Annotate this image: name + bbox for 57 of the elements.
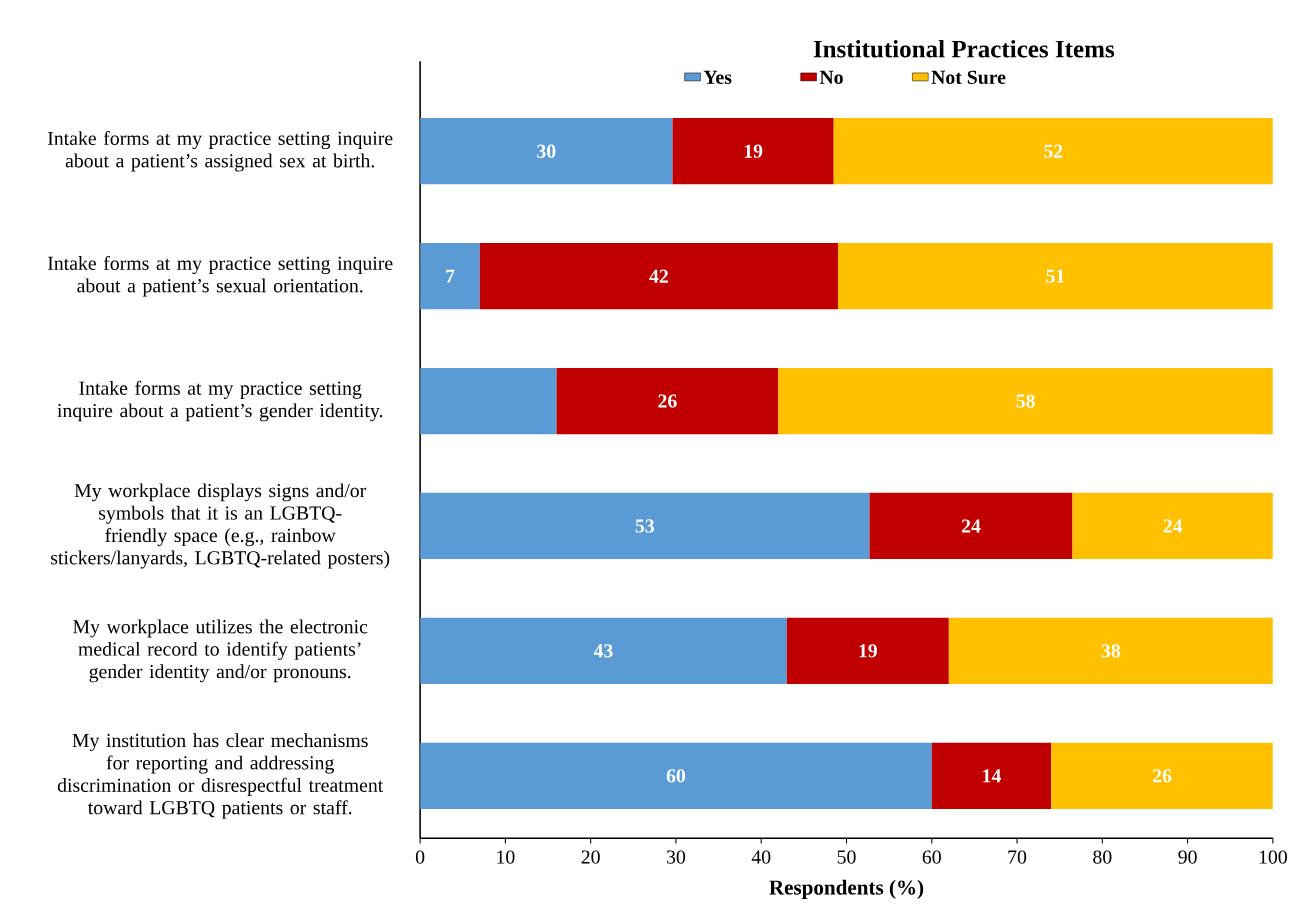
y-tick-label: My institution has clear mechanisms for reporting and addressing discrimination or disrespectful treatment toward LGBTQ patients or staff. <box>57 733 384 819</box>
x-tick-label: 10 <box>497 850 515 864</box>
bar <box>869 492 1073 559</box>
data-label: 58 <box>1016 394 1035 408</box>
bar <box>778 367 1273 434</box>
bar <box>556 367 779 434</box>
y-tick-label: My workplace utilizes the electronic medical record to identify patients’ gender identity and/or pronouns. <box>73 619 368 683</box>
x-tick-label: 30 <box>667 850 686 864</box>
data-label: 26 <box>658 394 677 408</box>
bar <box>786 617 949 684</box>
data-label: 30 <box>537 144 556 158</box>
data-label: 51 <box>1046 269 1065 283</box>
data-label: 26 <box>1152 768 1172 783</box>
bar <box>420 617 787 684</box>
bar <box>931 742 1052 809</box>
x-tick-label: 60 <box>922 850 941 864</box>
x-tick-label: 100 <box>1259 850 1287 864</box>
chart-title: Institutional Practices Items <box>813 39 1115 58</box>
bar <box>420 242 480 310</box>
x-tick-label: 50 <box>837 850 856 864</box>
legend-label: Yes <box>703 70 732 84</box>
data-label: 24 <box>961 519 981 533</box>
y-tick-label: Intake forms at my practice setting inquire about a patient’s sexual orientation. <box>47 255 393 297</box>
data-label: 53 <box>635 519 655 533</box>
x-axis-title: Respondents (%) <box>769 879 924 899</box>
bar <box>833 117 1273 185</box>
bar <box>672 117 834 185</box>
bar <box>420 367 557 434</box>
y-tick-label: Intake forms at my practice setting inquire about a patient’s gender identity. <box>57 380 383 422</box>
y-tick-label: Intake forms at my practice setting inquire about a patient’s assigned sex at birth. <box>47 130 393 172</box>
data-label: 52 <box>1044 144 1063 158</box>
data-label: 38 <box>1101 643 1121 658</box>
data-label: 43 <box>593 644 613 658</box>
legend-label: Not Sure <box>931 70 1006 84</box>
bar <box>479 242 838 310</box>
bar <box>420 492 870 559</box>
bar <box>420 117 673 185</box>
data-label: 19 <box>744 144 763 158</box>
data-label: 14 <box>983 769 1001 783</box>
y-tick-label: My workplace displays signs and/or symbols that it is an LGBTQ-friendly space (e.g., rainbow stickers/lanyards, LGBTQ-related posters) <box>51 483 390 569</box>
bar <box>948 617 1273 684</box>
x-tick-label: 0 <box>415 850 425 864</box>
legend-label: No <box>819 70 843 84</box>
data-label: 7 <box>446 269 455 283</box>
x-tick-label: 80 <box>1093 850 1112 864</box>
bar <box>420 742 932 809</box>
x-tick-label: 20 <box>581 850 600 864</box>
data-label: 60 <box>666 768 686 783</box>
bar <box>1072 492 1273 559</box>
x-tick-label: 70 <box>1008 850 1027 864</box>
bar <box>837 242 1273 310</box>
data-label: 24 <box>1163 519 1183 533</box>
x-tick-label: 90 <box>1178 850 1197 864</box>
data-label: 42 <box>649 269 668 283</box>
bar <box>1051 742 1273 809</box>
data-label: 19 <box>859 644 877 658</box>
x-tick-label: 40 <box>751 850 771 864</box>
